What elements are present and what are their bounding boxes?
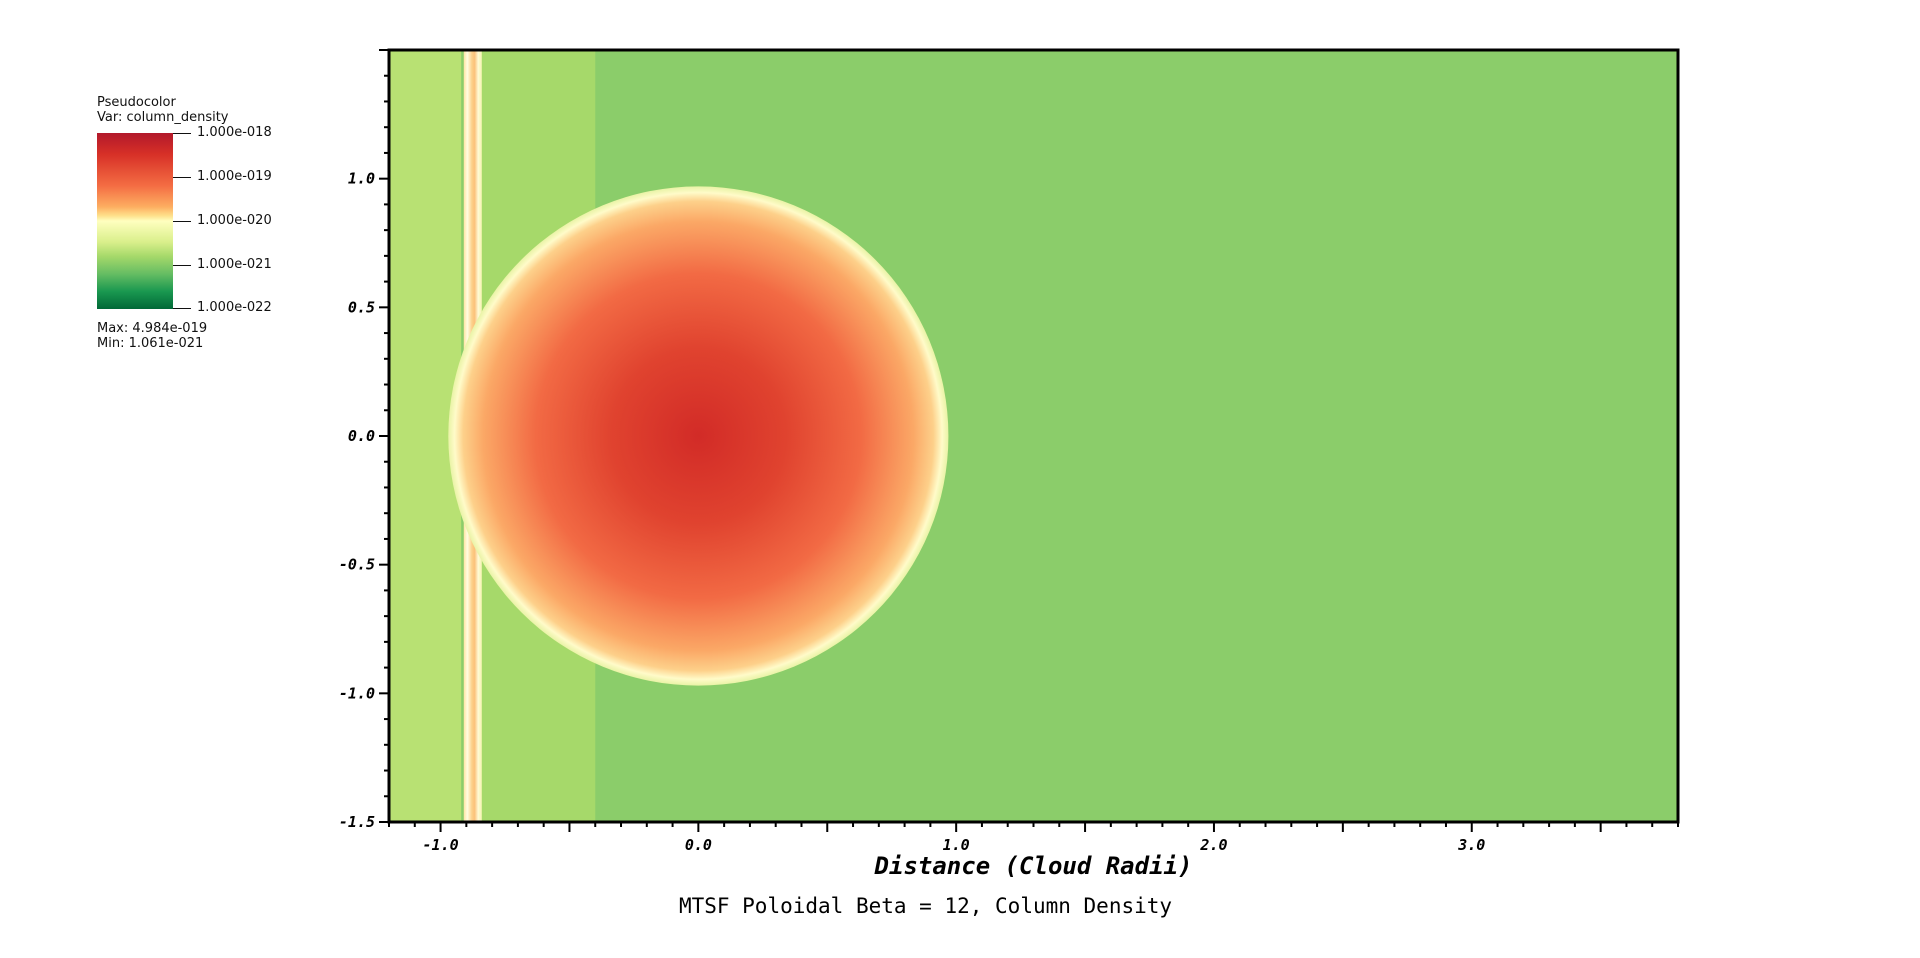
x-tick-label: -1.0: [422, 836, 458, 854]
colorbar-tick-label: 1.000e-022: [197, 300, 272, 315]
legend-min: Min: 1.061e-021: [97, 336, 204, 351]
y-tick-label: -1.0: [339, 684, 375, 702]
y-tick-label: 0.5: [348, 298, 375, 316]
y-tick-label: -1.5: [339, 813, 375, 831]
chart-title: MTSF Poloidal Beta = 12, Column Density: [679, 894, 1172, 918]
colorbar-tick-mark: [173, 308, 191, 309]
legend-title: Pseudocolor: [97, 95, 176, 110]
colorbar-tick-label: 1.000e-021: [197, 257, 272, 272]
x-tick-label: 0.0: [685, 836, 712, 854]
x-axis-label: Distance (Cloud Radii): [874, 852, 1193, 880]
colorbar-gradient: [97, 133, 173, 309]
y-tick-label: 1.0: [348, 170, 375, 188]
y-tick-label: -0.5: [339, 556, 375, 574]
colorbar-legend: Pseudocolor Var: column_density 1.000e-0…: [97, 95, 297, 351]
colorbar-tick-mark: [173, 221, 191, 222]
colorbar-tick-mark: [173, 133, 191, 134]
x-tick-label: 1.0: [943, 836, 970, 854]
y-tick-label: 0.0: [348, 427, 375, 445]
legend-max: Max: 4.984e-019: [97, 321, 208, 336]
axis-ticks: -1.0 0.0 1.0 2.0 3.0 1.0 0.5 0.0 -0.5 -1.0 -1.5: [339, 49, 1679, 854]
colorbar-tick-mark: [173, 177, 191, 178]
cloud-density-map: [448, 186, 949, 686]
colorbar-tick-label: 1.000e-020: [197, 213, 272, 228]
x-tick-label: 3.0: [1457, 836, 1485, 854]
colorbar-tick-label: 1.000e-019: [197, 169, 272, 184]
colorbar-tick-label: 1.000e-018: [197, 125, 272, 140]
legend-variable: Var: column_density: [97, 110, 229, 125]
x-tick-label: 2.0: [1199, 836, 1227, 854]
colorbar-tick-mark: [173, 265, 191, 266]
